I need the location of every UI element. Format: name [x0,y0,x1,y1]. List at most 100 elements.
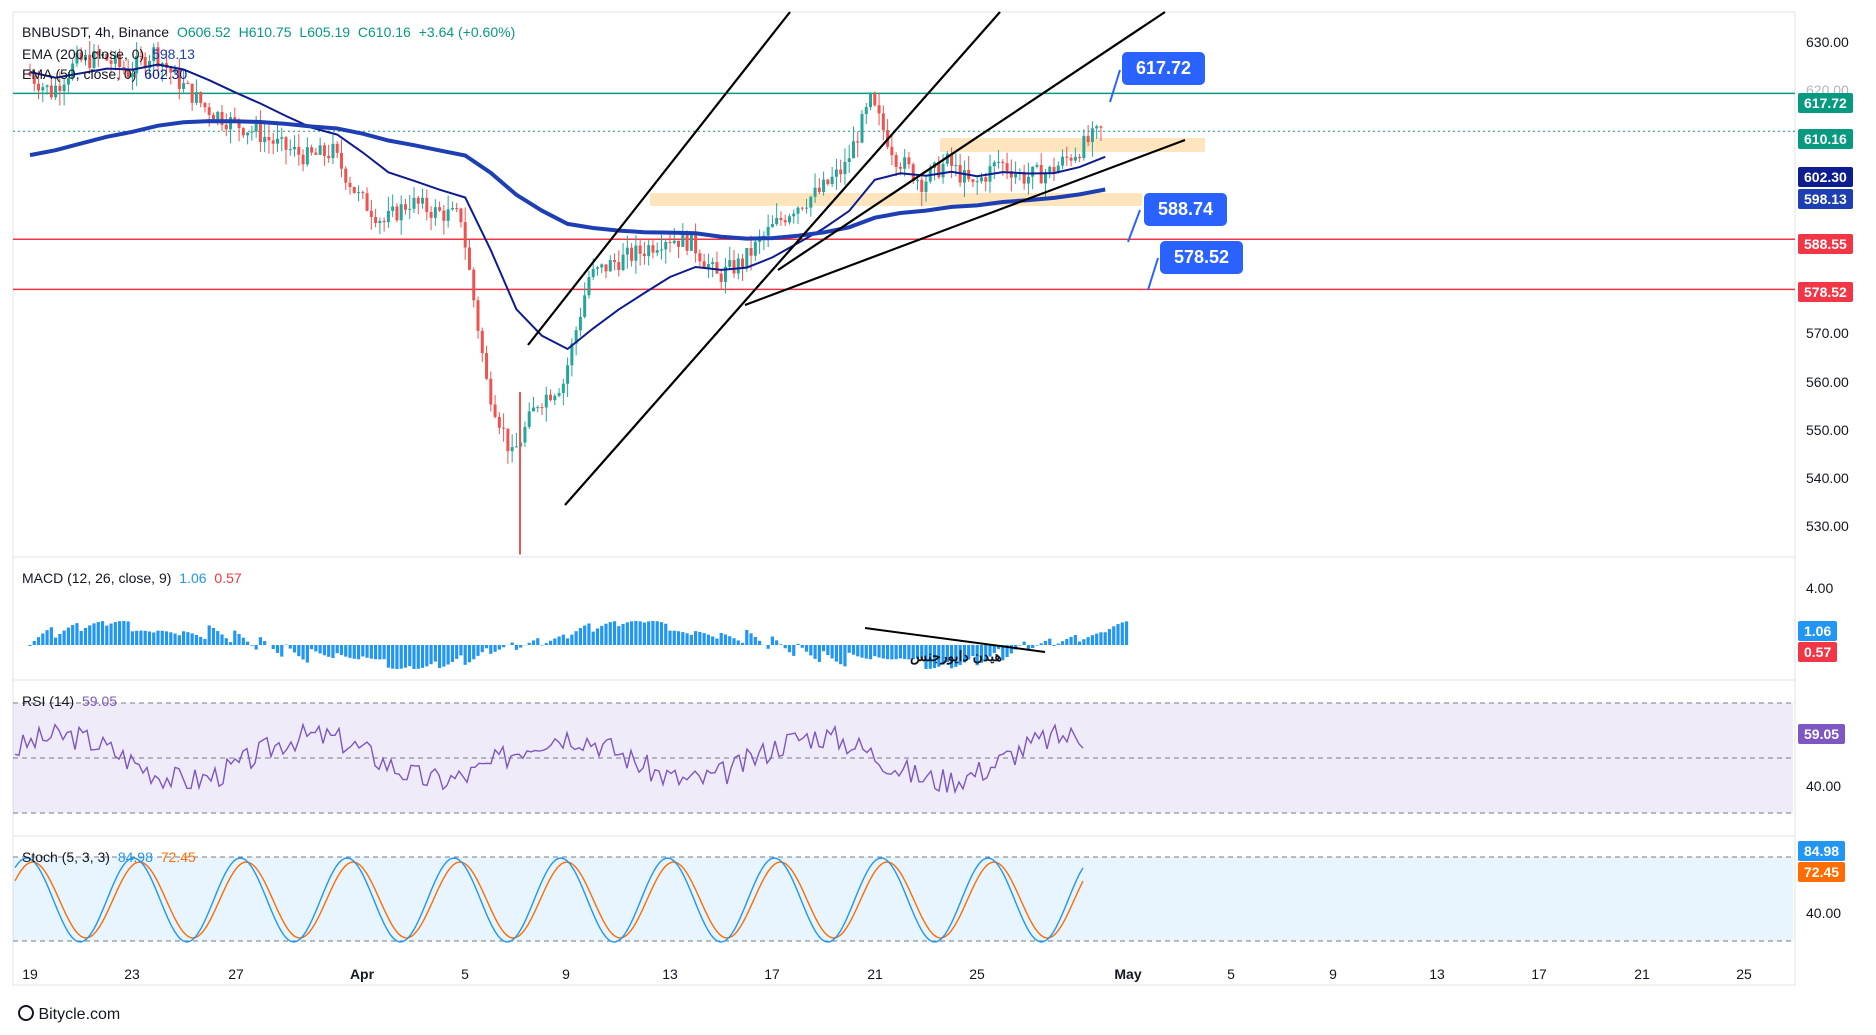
macd-bar [1107,629,1112,645]
macd-bar [561,634,565,645]
stoch-k-value: 84.98 [117,849,153,865]
macd-bar [156,630,160,645]
candle-body [975,181,979,183]
candle-body [826,179,830,185]
candle-body [267,137,271,141]
candle-body [1052,166,1056,173]
candle-body [694,232,698,254]
macd-bar [83,627,88,645]
candle-body [463,222,467,248]
candle-body [711,262,715,265]
macd-bar [723,634,728,645]
callout-578: 578.52 [1160,241,1244,274]
candle-body [467,247,471,270]
candle-body [429,211,433,218]
macd-bar [766,645,770,649]
macd-bar [190,633,194,645]
macd-bar [79,630,83,645]
stoch-label: Stoch (5, 3, 3) [22,849,110,865]
macd-bar [758,640,762,645]
candle-body [37,83,41,91]
macd-bar [612,621,617,645]
candle-body [651,245,655,253]
macd-label: MACD (12, 26, close, 9) [22,570,172,586]
candle-body [1061,156,1065,166]
candle-body [41,87,45,91]
brand-text: Bitycle.com [38,1006,121,1023]
candle-body [339,152,343,169]
candle-body [352,186,356,193]
candle-body [954,165,958,167]
candle-body [715,262,719,274]
candle-body [130,73,134,78]
level-578-pill: 578.52 [1798,282,1853,302]
macd-bar [1060,641,1065,645]
candle-body [199,92,203,103]
macd-bar [484,645,489,649]
candle-body [809,196,813,208]
macd-bar [839,645,843,665]
candle-body [143,57,147,69]
macd-bar [1039,643,1043,645]
candle-body [118,55,122,68]
change-value: +3.64 (+0.60%) [418,24,516,40]
macd-bar [630,621,634,645]
macd-bar [335,645,339,654]
callout-pointer [1109,69,1121,103]
candle-body [553,395,557,401]
candle-body [822,179,826,192]
macd-bar [779,644,783,645]
candle-body [284,137,288,150]
x-tick: 9 [1329,966,1337,982]
candle-body [1014,173,1018,178]
rsi-value: 59.05 [82,693,118,709]
macd-bar [1048,638,1052,645]
candle-body [608,260,612,272]
candle-body [177,69,181,89]
candle-body [438,207,442,211]
candle-body [595,267,599,269]
candle-body [1026,176,1030,184]
callout-pointer [1127,209,1141,243]
x-tick: 17 [1531,966,1547,982]
macd-bar [118,621,122,645]
candle-body [839,169,843,175]
candle-body [96,50,100,56]
macd-bar [199,636,203,645]
macd-bar [408,645,412,667]
candle-body [873,93,877,106]
candle-body [58,85,62,91]
symbol-name: BNBUSDT, 4h, Binance [22,24,170,40]
candle-body [450,208,454,210]
macd-bar [604,623,608,645]
candle-body [950,153,954,166]
macd-bar [497,645,501,650]
candle-body [1005,163,1009,172]
candle-body [92,50,96,68]
candle-body [246,132,250,136]
candle-body [574,330,578,344]
macd-bar [489,645,493,654]
candle-body [813,187,817,197]
x-tick: May [1114,966,1142,982]
y-tick-630: 630.00 [1806,34,1849,50]
macd-bar [412,645,416,669]
macd-bar [1022,641,1026,645]
candle-body [357,192,361,194]
candle-body [1001,161,1005,164]
candle-body [310,147,314,153]
candle-body [659,249,663,251]
candle-body [655,250,659,253]
candle-body [549,394,553,401]
macd-bar [1056,643,1060,645]
macd-bar [1086,637,1090,645]
macd-bar [177,635,181,645]
macd-bar [126,621,130,645]
candle-body [681,232,685,247]
candle-body [834,169,838,177]
candle-body [254,123,258,132]
macd-bar [984,645,988,660]
macd-bar [783,645,787,649]
macd-bar [975,645,979,666]
